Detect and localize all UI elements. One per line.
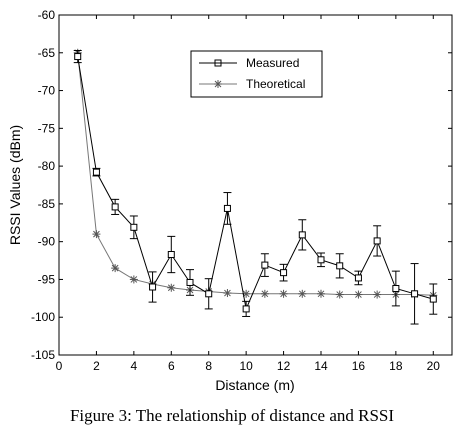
x-tick-label: 16 — [352, 359, 366, 373]
data-point-theoretical — [373, 290, 382, 299]
data-point-theoretical — [167, 283, 176, 292]
x-tick-label: 10 — [239, 359, 253, 373]
y-tick-label: -100 — [31, 310, 55, 324]
data-point-measured — [317, 256, 325, 264]
data-point-measured — [167, 251, 175, 259]
legend-label-theoretical: Theoretical — [246, 77, 305, 91]
data-point-theoretical — [335, 290, 344, 299]
data-point-theoretical — [129, 275, 138, 284]
data-point-theoretical — [317, 289, 325, 298]
data-point-theoretical — [279, 289, 288, 298]
data-point-measured — [280, 269, 288, 277]
data-point-theoretical — [298, 289, 307, 298]
y-tick-label: -65 — [38, 46, 56, 60]
legend-box — [190, 50, 323, 98]
figure-caption: Figure 3: The relationship of distance a… — [69, 406, 395, 425]
series-layer — [73, 48, 438, 325]
data-point-measured — [373, 237, 381, 245]
x-tick-label: 8 — [205, 359, 212, 373]
data-point-measured — [130, 223, 138, 231]
data-point-measured — [429, 295, 437, 303]
y-tick-label: -105 — [31, 348, 55, 362]
data-point-measured — [411, 290, 419, 298]
legend-label-measured: Measured — [246, 56, 299, 70]
data-point-measured — [223, 204, 231, 212]
data-point-measured — [242, 305, 250, 313]
data-point-theoretical — [92, 230, 101, 239]
x-tick-label: 4 — [131, 359, 138, 373]
data-point-measured — [74, 53, 82, 61]
data-point-measured — [92, 168, 100, 176]
data-point-theoretical — [111, 264, 120, 273]
legend-marker-measured — [214, 59, 222, 67]
y-tick-label: -80 — [38, 159, 56, 173]
plot-frame — [58, 14, 453, 356]
y-tick-label: -60 — [38, 8, 56, 22]
x-tick-label: 18 — [389, 359, 403, 373]
data-point-measured — [111, 203, 119, 211]
x-tick-label: 12 — [277, 359, 291, 373]
x-axis-label: Distance (m) — [215, 377, 294, 393]
data-point-measured — [205, 290, 213, 298]
x-tick-label: 0 — [56, 359, 63, 373]
y-axis-label: RSSI Values (dBm) — [7, 125, 23, 245]
y-tick-label: -90 — [38, 235, 56, 249]
y-tick-label: -75 — [38, 121, 56, 135]
x-tick-label: 6 — [168, 359, 175, 373]
data-point-measured — [261, 261, 269, 269]
y-tick-label: -70 — [38, 84, 56, 98]
data-point-theoretical — [223, 289, 232, 298]
data-point-theoretical — [260, 289, 269, 298]
x-tick-label: 2 — [93, 359, 100, 373]
data-point-measured — [149, 283, 157, 291]
data-point-measured — [336, 262, 344, 270]
y-axis: -60 -65 -70 -75 -80 -85 -90 -95 -100 -105 — [31, 8, 452, 362]
x-axis: 0 2 4 6 8 10 12 14 16 18 20 — [56, 15, 441, 373]
data-point-measured — [392, 285, 400, 293]
data-point-measured — [354, 274, 362, 282]
legend-marker-theoretical — [214, 80, 222, 88]
series-line-measured — [77, 56, 434, 311]
data-point-theoretical — [354, 290, 363, 299]
data-point-measured — [298, 231, 306, 239]
y-tick-label: -85 — [38, 197, 56, 211]
data-point-measured — [186, 278, 194, 286]
x-tick-label: 20 — [427, 359, 441, 373]
legend: Measured Theoretical — [190, 50, 323, 98]
y-tick-label: -95 — [38, 272, 56, 286]
x-tick-label: 14 — [314, 359, 328, 373]
